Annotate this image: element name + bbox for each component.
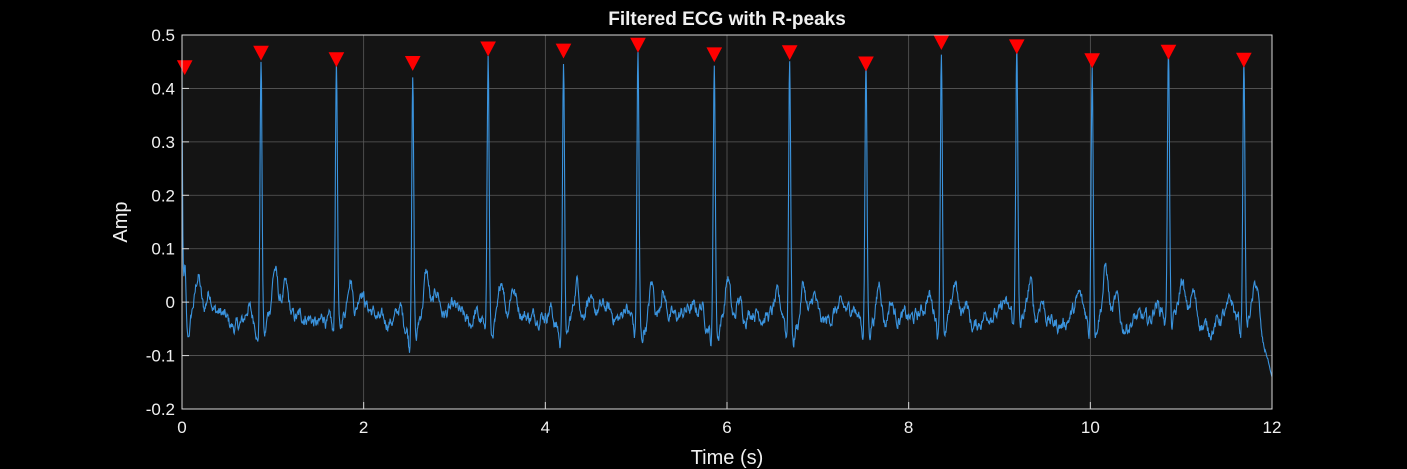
y-tick-label: -0.2 bbox=[146, 400, 175, 419]
r-peak-marker bbox=[630, 37, 646, 53]
r-peak-marker bbox=[328, 52, 345, 68]
r-peak-marker bbox=[555, 43, 572, 59]
x-tick-label: 0 bbox=[177, 418, 186, 437]
y-tick-label: 0.2 bbox=[151, 186, 175, 205]
r-peak-marker bbox=[781, 45, 798, 61]
ecg-series bbox=[181, 43, 1273, 378]
r-peak-marker bbox=[1236, 52, 1252, 68]
x-tick-label: 4 bbox=[541, 418, 550, 437]
chart-title: Filtered ECG with R-peaks bbox=[608, 9, 846, 30]
r-peak-marker bbox=[1084, 53, 1100, 69]
r-peak-marker bbox=[176, 60, 193, 76]
ecg-line bbox=[181, 43, 1273, 378]
y-tick-label: 0 bbox=[166, 293, 175, 312]
r-peak-marker bbox=[1008, 39, 1025, 55]
x-tick-label: 8 bbox=[904, 418, 913, 437]
r-peak-marker bbox=[253, 45, 269, 61]
r-peak-marker bbox=[1160, 44, 1177, 60]
r-peak-marker bbox=[404, 55, 421, 71]
x-axis-label: Time (s) bbox=[691, 447, 764, 469]
y-tick-label: -0.1 bbox=[146, 347, 175, 366]
y-tick-label: 0.4 bbox=[151, 79, 175, 98]
y-tick-label: 0.1 bbox=[151, 240, 175, 259]
r-peak-marker bbox=[480, 41, 496, 57]
y-tick-label: 0.3 bbox=[151, 133, 175, 152]
y-axis-label: Amp bbox=[110, 201, 132, 242]
x-tick-label: 6 bbox=[722, 418, 731, 437]
r-peak-markers bbox=[176, 35, 1252, 76]
r-peak-marker bbox=[706, 47, 723, 63]
y-tick-label: 0.5 bbox=[151, 26, 175, 45]
x-tick-label: 2 bbox=[359, 418, 368, 437]
x-tick-label: 10 bbox=[1081, 418, 1100, 437]
x-tick-label: 12 bbox=[1263, 418, 1282, 437]
r-peak-marker bbox=[933, 35, 950, 50]
axis-ticks: 0 2 4 6 8 10 12 -0.2 -0.1 0 0.1 0.2 0.3 0.4 0.5 bbox=[146, 26, 1282, 437]
r-peak-marker bbox=[858, 56, 874, 72]
